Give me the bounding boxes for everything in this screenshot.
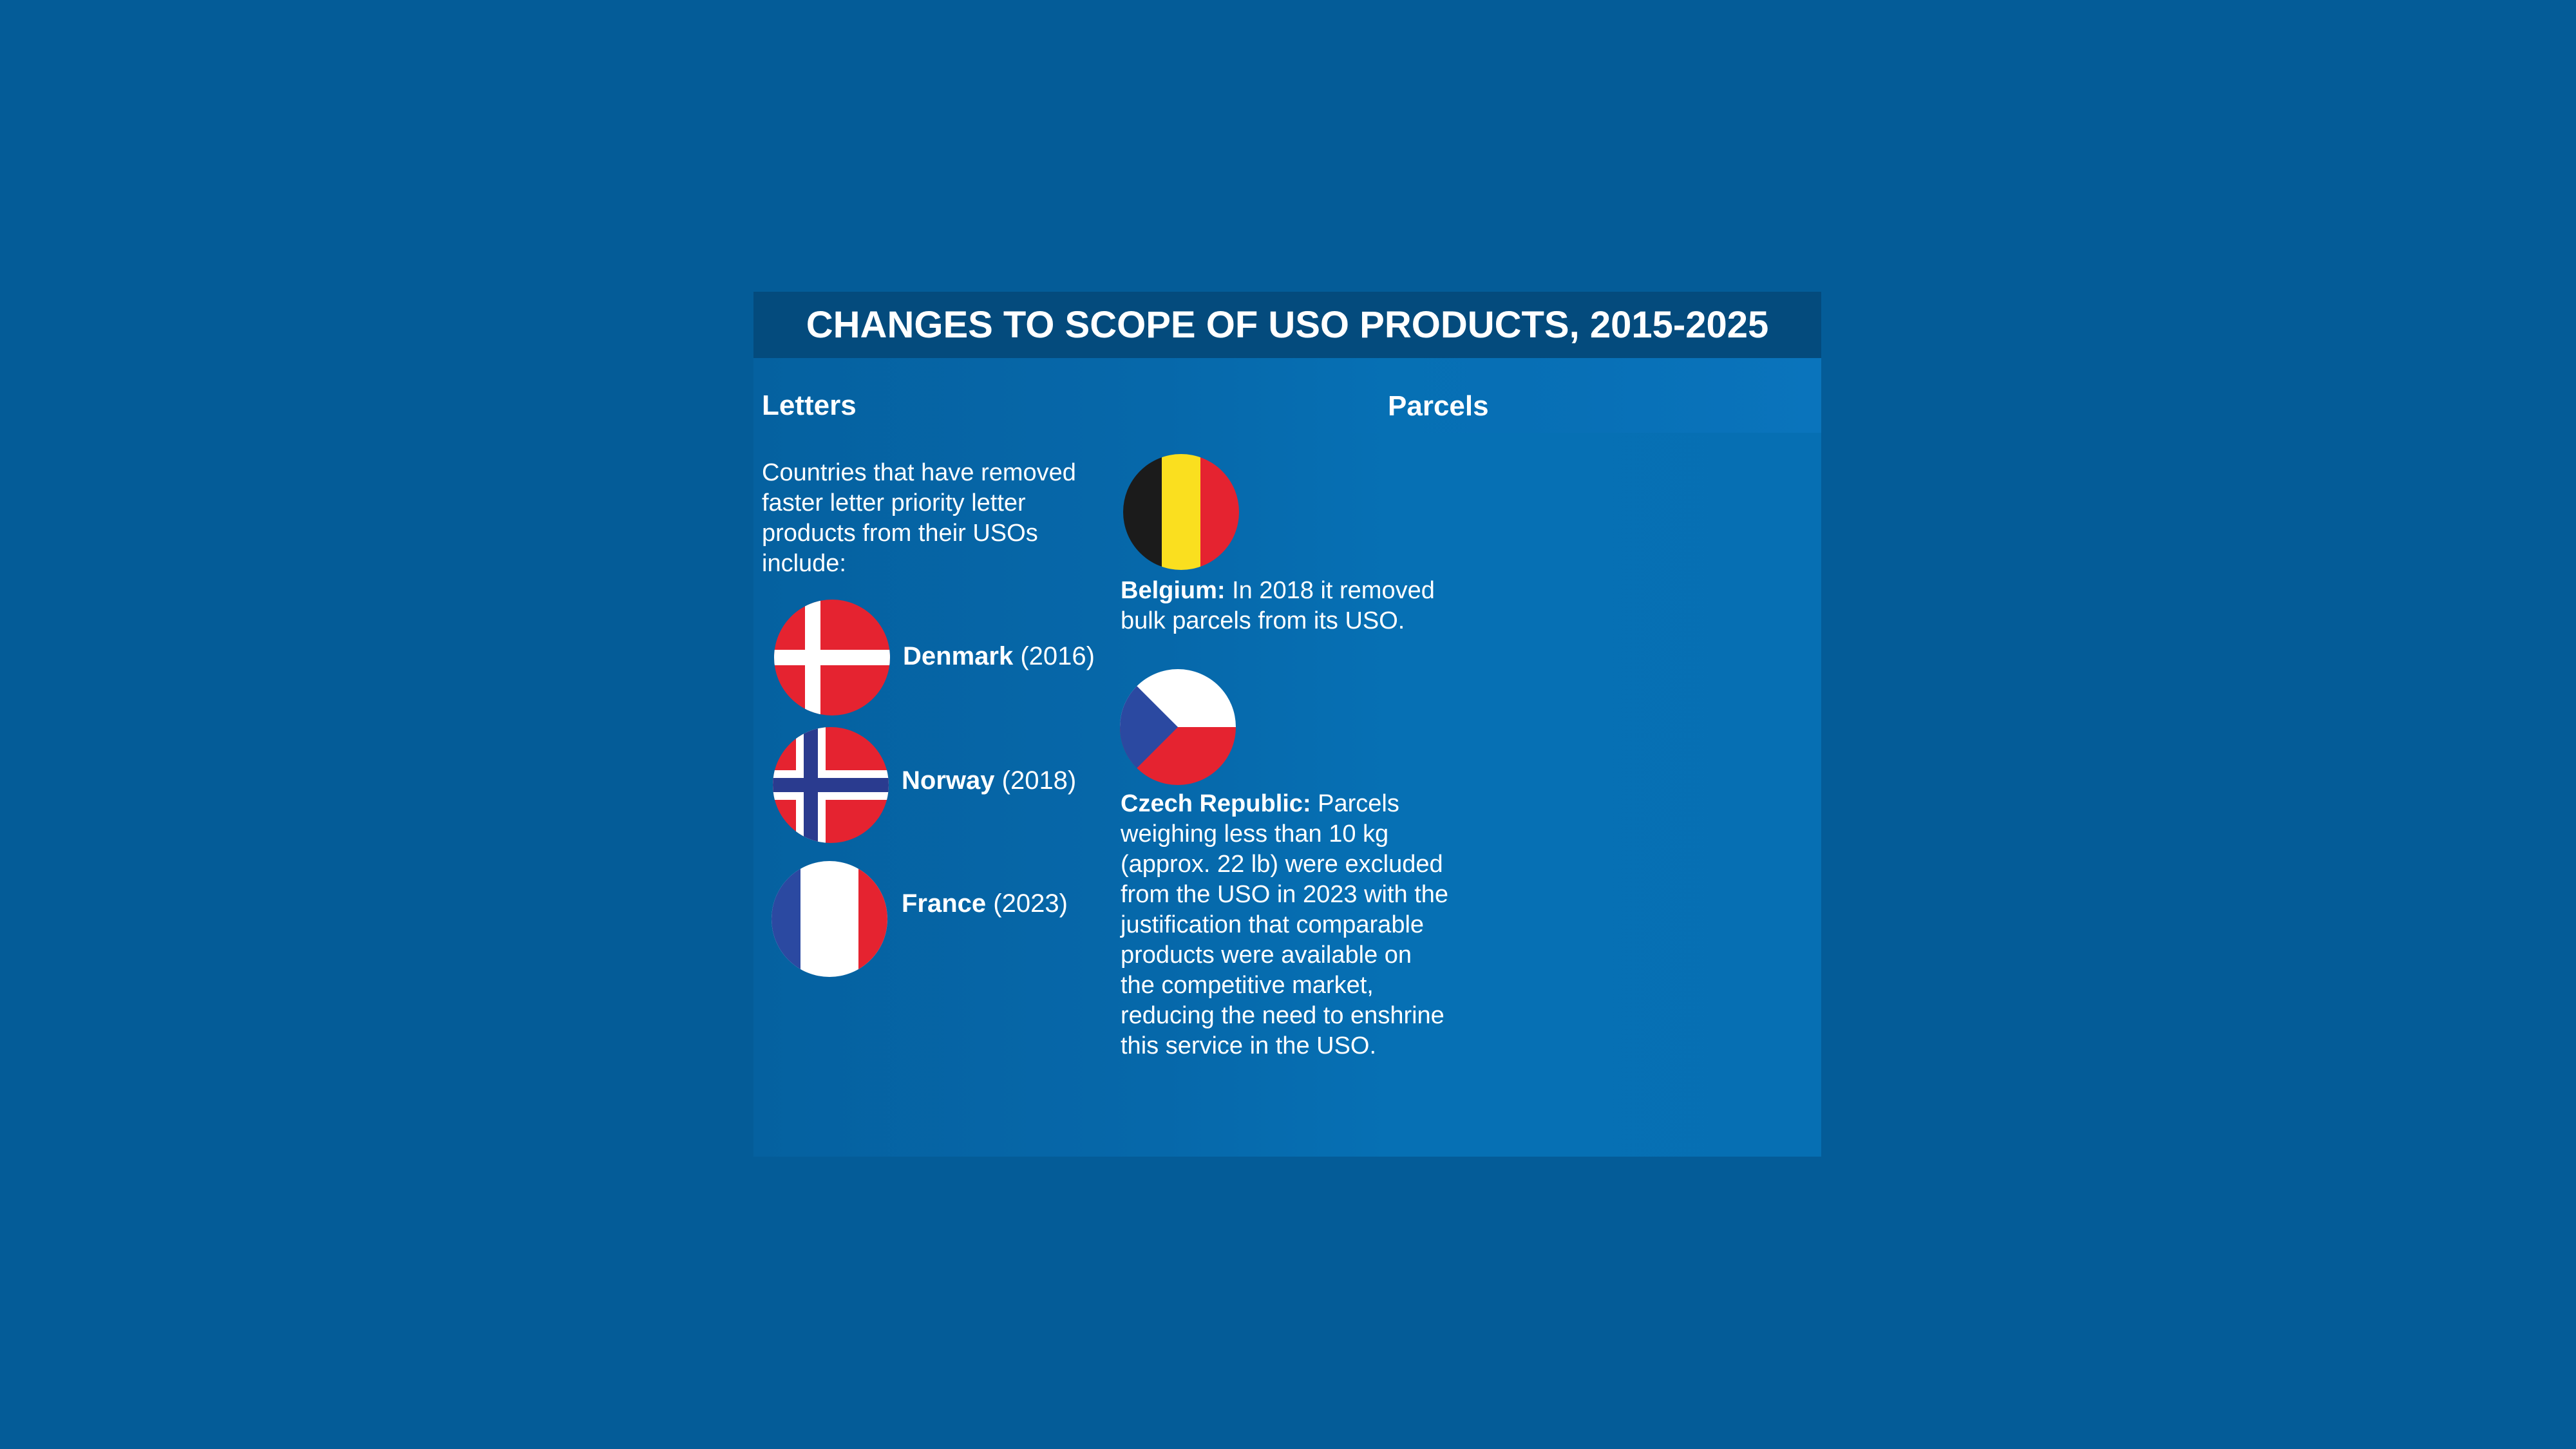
letters-intro: Countries that have removed faster lette… <box>762 459 1076 577</box>
list-item-france: France (2023) <box>902 888 1068 919</box>
belgium-text: In 2018 it removed bulk parcels from its… <box>1121 577 1435 634</box>
parcels-header-band <box>1320 358 1821 433</box>
belgium-flag-icon <box>1123 454 1239 570</box>
country-year: (2016) <box>1020 642 1095 670</box>
czech-text: Parcels weighing less than 10 kg (approx… <box>1121 790 1449 1059</box>
parcels-heading: Parcels <box>1388 390 1489 422</box>
czech-label: Czech Republic: <box>1121 790 1311 817</box>
denmark-flag-icon <box>774 600 890 715</box>
list-item-denmark: Denmark (2016) <box>903 641 1095 672</box>
norway-flag-icon <box>773 727 889 843</box>
letters-heading: Letters <box>762 390 857 421</box>
page-title: CHANGES TO SCOPE OF USO PRODUCTS, 2015-2… <box>806 304 1769 346</box>
belgium-paragraph: Belgium: In 2018 it removed bulk parcels… <box>1121 576 1481 636</box>
country-name: Norway <box>902 766 995 795</box>
infographic-card: CHANGES TO SCOPE OF USO PRODUCTS, 2015-2… <box>753 292 1821 1157</box>
country-name: France <box>902 889 987 918</box>
country-name: Denmark <box>903 642 1014 670</box>
czech-flag-icon <box>1120 669 1236 785</box>
czech-paragraph: Czech Republic: Parcels weighing less th… <box>1121 789 1449 1061</box>
country-year: (2018) <box>1001 766 1077 795</box>
belgium-label: Belgium: <box>1121 577 1226 604</box>
title-bar: CHANGES TO SCOPE OF USO PRODUCTS, 2015-2… <box>753 292 1821 358</box>
list-item-norway: Norway (2018) <box>902 765 1076 796</box>
country-year: (2023) <box>993 889 1068 918</box>
france-flag-icon <box>772 861 887 977</box>
